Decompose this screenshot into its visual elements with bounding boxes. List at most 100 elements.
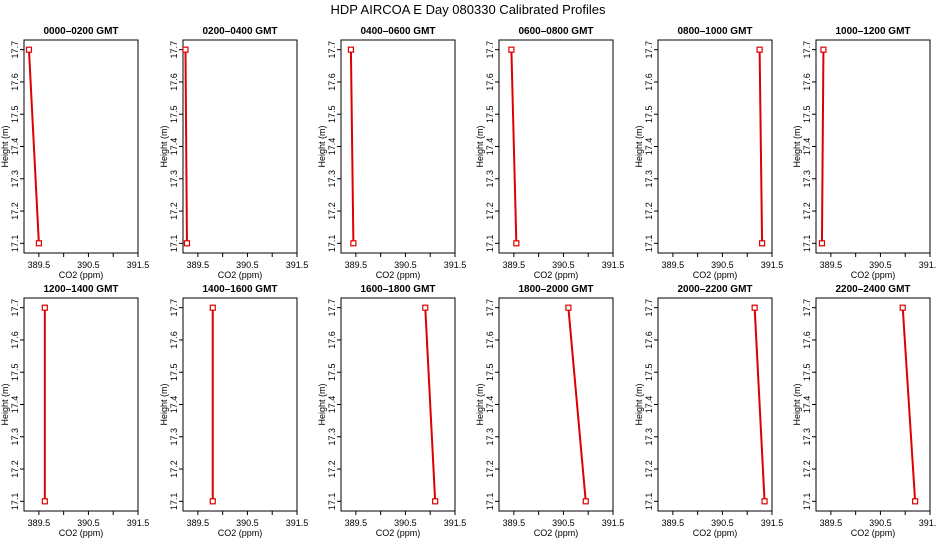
x-tick-label: 391.5 bbox=[761, 260, 784, 270]
x-tick-label: 391.5 bbox=[286, 518, 309, 528]
panel-5: 0800–1000 GMT 389.5 390.5 391.5 CO2 (ppm) 17.… bbox=[634, 26, 783, 280]
data-point bbox=[183, 240, 191, 247]
y-tick-label: 17.1 bbox=[644, 493, 654, 511]
data-point bbox=[582, 498, 589, 505]
profile-line bbox=[424, 307, 437, 502]
y-axis-label: Height (m) bbox=[792, 125, 802, 167]
y-tick-label: 17.5 bbox=[802, 105, 812, 123]
y-tick-label: 17.7 bbox=[802, 299, 812, 317]
y-tick-label: 17.2 bbox=[644, 202, 654, 220]
plot-frame bbox=[498, 297, 614, 512]
data-point bbox=[41, 498, 48, 505]
x-axis-label: CO2 (ppm) bbox=[376, 270, 421, 280]
y-tick-label: 17.1 bbox=[327, 493, 337, 511]
profile-line bbox=[758, 49, 764, 244]
y-tick-label: 17.5 bbox=[10, 105, 20, 123]
x-axis-label: CO2 (ppm) bbox=[376, 528, 421, 538]
y-tick-label: 17.4 bbox=[802, 396, 812, 414]
y-tick-label: 17.2 bbox=[169, 460, 179, 478]
plot-frame bbox=[815, 39, 931, 254]
y-tick-label: 17.6 bbox=[802, 73, 812, 91]
data-point bbox=[432, 498, 439, 505]
y-tick-label: 17.2 bbox=[169, 202, 179, 220]
y-axis-label: Height (m) bbox=[317, 125, 327, 167]
x-tick-label: 390.5 bbox=[552, 260, 575, 270]
x-tick-label: 389.5 bbox=[187, 260, 210, 270]
y-tick-label: 17.5 bbox=[169, 363, 179, 381]
panel-title: 0600–0800 GMT bbox=[518, 26, 593, 37]
x-tick-label: 389.5 bbox=[345, 518, 368, 528]
profile-line bbox=[27, 49, 40, 244]
y-tick-label: 17.6 bbox=[485, 331, 495, 349]
y-tick-label: 17.3 bbox=[169, 170, 179, 188]
x-tick-label: 389.5 bbox=[662, 518, 685, 528]
data-point bbox=[820, 46, 827, 53]
x-tick-label: 390.5 bbox=[77, 260, 100, 270]
y-tick-label: 17.2 bbox=[327, 460, 337, 478]
y-tick-label: 17.3 bbox=[10, 428, 20, 446]
y-tick-label: 17.4 bbox=[485, 138, 495, 156]
data-point bbox=[209, 304, 216, 311]
x-axis-label: CO2 (ppm) bbox=[693, 270, 738, 280]
plot-frame bbox=[23, 39, 139, 254]
panel-1: 0000–0200 GMT 389.5 390.5 391.5 CO2 (ppm) 17.… bbox=[0, 26, 149, 280]
panel-title: 2200–2400 GMT bbox=[835, 284, 910, 295]
x-tick-label: 390.5 bbox=[711, 518, 734, 528]
data-point bbox=[508, 46, 515, 53]
x-axis-label: CO2 (ppm) bbox=[851, 528, 896, 538]
x-tick-label: 389.5 bbox=[345, 260, 368, 270]
y-tick-label: 17.6 bbox=[169, 73, 179, 91]
y-tick-label: 17.4 bbox=[802, 138, 812, 156]
y-tick-label: 17.7 bbox=[10, 299, 20, 317]
data-point bbox=[347, 46, 355, 53]
y-tick-label: 17.2 bbox=[10, 460, 20, 478]
x-axis-label: CO2 (ppm) bbox=[851, 270, 896, 280]
x-tick-label: 389.5 bbox=[820, 260, 843, 270]
y-tick-label: 17.6 bbox=[485, 73, 495, 91]
y-tick-label: 17.1 bbox=[644, 235, 654, 253]
x-tick-label: 390.5 bbox=[869, 518, 892, 528]
profile-line bbox=[184, 49, 188, 244]
y-tick-label: 17.3 bbox=[10, 170, 20, 188]
data-point bbox=[25, 46, 33, 53]
y-tick-label: 17.4 bbox=[327, 138, 337, 156]
y-tick-label: 17.5 bbox=[802, 363, 812, 381]
profile-line bbox=[510, 49, 518, 244]
y-tick-label: 17.3 bbox=[802, 170, 812, 188]
y-tick-label: 17.1 bbox=[169, 235, 179, 253]
data-point bbox=[35, 240, 42, 247]
y-tick-label: 17.1 bbox=[802, 235, 812, 253]
y-tick-label: 17.1 bbox=[169, 493, 179, 511]
y-tick-label: 17.7 bbox=[485, 299, 495, 317]
x-tick-label: 391.5 bbox=[602, 260, 625, 270]
y-tick-label: 17.3 bbox=[644, 170, 654, 188]
y-tick-label: 17.2 bbox=[485, 460, 495, 478]
data-point bbox=[350, 240, 357, 247]
panel-8: 1400–1600 GMT 389.5 390.5 391.5 CO2 (ppm) 17.… bbox=[159, 284, 308, 538]
panel-6: 1000–1200 GMT 389.5 390.5 391.5 CO2 (ppm) 17.… bbox=[792, 26, 936, 280]
y-tick-label: 17.7 bbox=[327, 41, 337, 59]
profile-line bbox=[901, 307, 917, 502]
x-tick-label: 390.5 bbox=[869, 260, 892, 270]
x-tick-label: 390.5 bbox=[711, 260, 734, 270]
y-tick-label: 17.3 bbox=[327, 170, 337, 188]
y-tick-label: 17.5 bbox=[10, 363, 20, 381]
x-tick-label: 391.5 bbox=[444, 518, 467, 528]
x-tick-label: 389.5 bbox=[503, 260, 526, 270]
y-tick-label: 17.6 bbox=[327, 73, 337, 91]
x-tick-label: 391.5 bbox=[127, 518, 150, 528]
profile-line bbox=[753, 307, 766, 502]
x-tick-label: 389.5 bbox=[820, 518, 843, 528]
data-point bbox=[912, 498, 919, 505]
y-tick-label: 17.4 bbox=[644, 396, 654, 414]
x-tick-label: 390.5 bbox=[394, 260, 417, 270]
panel-7: 1200–1400 GMT 389.5 390.5 391.5 CO2 (ppm) 17.… bbox=[0, 284, 149, 538]
y-tick-label: 17.5 bbox=[644, 105, 654, 123]
y-tick-label: 17.2 bbox=[485, 202, 495, 220]
data-point bbox=[422, 304, 429, 311]
panel-title: 1000–1200 GMT bbox=[835, 26, 910, 37]
y-tick-label: 17.5 bbox=[644, 363, 654, 381]
y-tick-label: 17.6 bbox=[644, 73, 654, 91]
panel-title: 1800–2000 GMT bbox=[518, 284, 593, 295]
y-tick-label: 17.4 bbox=[644, 138, 654, 156]
